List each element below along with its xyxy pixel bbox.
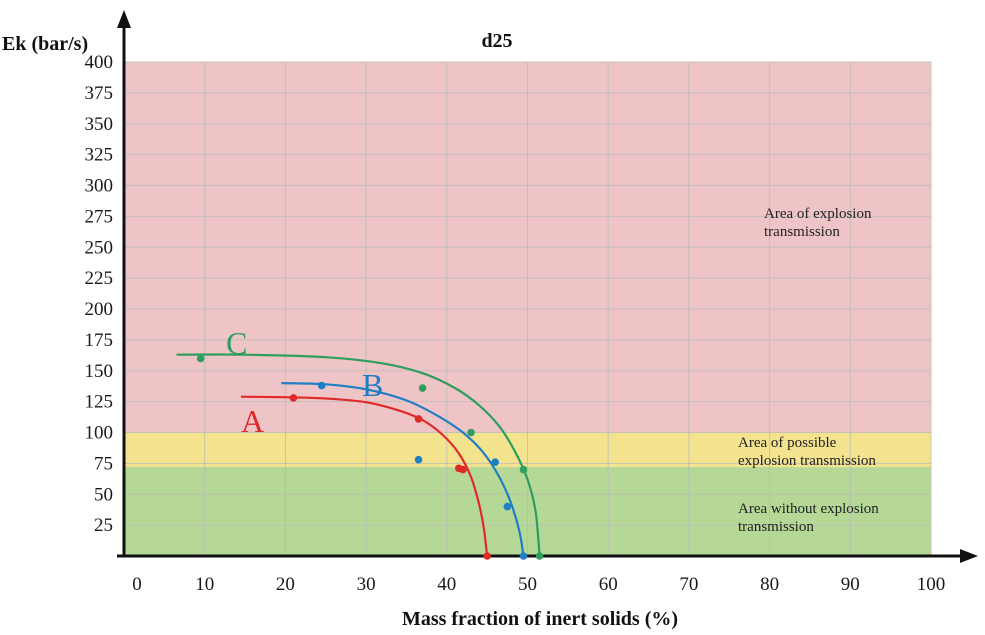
data-point-A	[483, 552, 491, 560]
region-label-2: transmission	[738, 519, 814, 535]
region-label-0: Area of explosion	[764, 206, 872, 222]
x-tick-label: 10	[195, 574, 214, 595]
y-tick-label: 300	[85, 176, 114, 197]
y-tick-label: 350	[85, 114, 114, 135]
y-tick-label: 100	[85, 423, 114, 444]
data-point-A	[289, 394, 298, 402]
region-label-2: Area without explosion	[738, 501, 879, 517]
x-tick-label: 20	[276, 574, 295, 595]
series-line-B	[281, 382, 525, 557]
x-axis-arrow	[960, 549, 978, 563]
x-tick-label: 80	[760, 574, 779, 595]
y-tick-label: 150	[85, 361, 114, 382]
data-point-C	[467, 428, 475, 437]
x-tick-label: 100	[917, 574, 946, 595]
series-label-B: B	[362, 367, 383, 403]
y-tick-label: 75	[94, 453, 113, 474]
y-tick-label: 275	[85, 206, 114, 227]
data-point-A	[414, 415, 423, 423]
x-axis-label: Mass fraction of inert solids (%)	[402, 608, 678, 630]
y-tick-label: 250	[85, 237, 114, 258]
data-point-C	[535, 552, 544, 560]
y-tick-label: 325	[85, 145, 114, 166]
x-tick-label: 30	[357, 574, 376, 595]
y-tick-label: 175	[85, 330, 114, 351]
series-layer: A B C	[176, 325, 544, 560]
y-tick-label: 125	[85, 392, 114, 413]
y-tick-label: 25	[94, 515, 113, 536]
x-tick-label: 50	[518, 574, 537, 595]
y-axis-label: Ek (bar/s)	[2, 33, 88, 55]
x-tick-label: 90	[841, 574, 860, 595]
y-axis-arrow	[117, 10, 131, 28]
series-line-A	[240, 395, 489, 557]
region-label-1: Area of possible	[738, 435, 837, 451]
data-point-C	[196, 354, 205, 363]
x-tick-label: 70	[679, 574, 698, 595]
region-label-1: explosion transmission	[738, 453, 876, 469]
tick-labels: 0 10 20 30 40 50 60 70 80 90 100 25 50 75 100 125 150 175…	[85, 52, 946, 595]
data-point-B	[414, 455, 423, 464]
data-point-C	[519, 465, 528, 474]
y-tick-label: 375	[85, 83, 114, 104]
data-point-C	[418, 384, 427, 392]
y-tick-label: 400	[85, 52, 114, 73]
x-tick-label: 0	[132, 574, 142, 595]
gridlines	[124, 61, 932, 556]
data-point-B	[519, 552, 528, 560]
data-point-B	[317, 381, 326, 390]
x-tick-label: 60	[599, 574, 618, 595]
series-label-A: A	[241, 403, 264, 439]
x-tick-label: 40	[437, 574, 456, 595]
y-tick-label: 225	[85, 268, 114, 289]
y-tick-label: 50	[94, 484, 113, 505]
y-tick-label: 200	[85, 299, 114, 320]
chart-title: d25	[481, 30, 512, 52]
series-line-C	[176, 353, 541, 557]
data-point-A	[459, 465, 467, 474]
region-label-0: transmission	[764, 224, 840, 240]
data-point-B	[491, 458, 500, 466]
series-label-C: C	[226, 325, 247, 361]
data-point-B	[503, 502, 512, 511]
region-labels: Area of explosion transmission Area of pos…	[738, 206, 879, 535]
